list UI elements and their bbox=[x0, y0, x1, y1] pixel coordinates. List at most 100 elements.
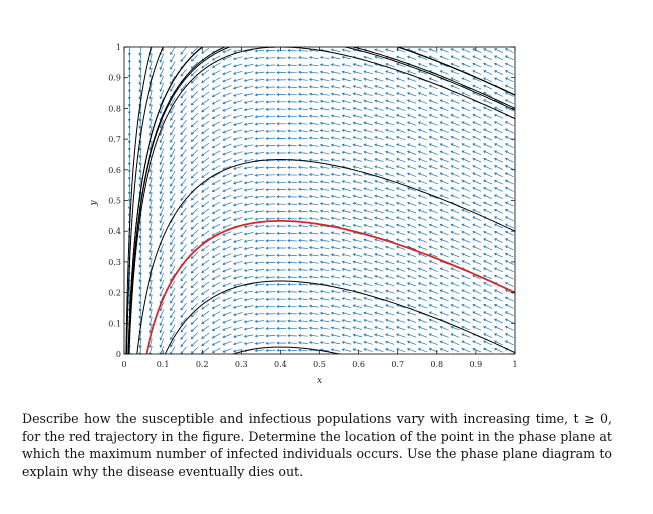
direction-arrow bbox=[254, 137, 265, 141]
direction-arrow bbox=[297, 107, 308, 111]
direction-arrow bbox=[472, 252, 482, 258]
direction-arrow bbox=[330, 319, 341, 323]
direction-arrow bbox=[211, 325, 221, 331]
direction-arrow bbox=[374, 340, 384, 345]
direction-arrow bbox=[385, 289, 395, 294]
direction-arrow bbox=[439, 187, 449, 192]
direction-arrow bbox=[265, 283, 276, 287]
direction-arrow bbox=[363, 99, 373, 104]
direction-arrow bbox=[243, 334, 254, 338]
direction-arrow bbox=[222, 202, 232, 207]
direction-arrow bbox=[450, 150, 460, 156]
direction-arrow bbox=[201, 245, 210, 251]
direction-arrow bbox=[319, 231, 330, 235]
direction-arrow bbox=[493, 333, 503, 338]
direction-arrow bbox=[493, 238, 503, 243]
direction-arrow bbox=[493, 187, 503, 192]
direction-arrow bbox=[233, 261, 243, 265]
red-trajectory bbox=[145, 219, 515, 354]
direction-arrow bbox=[363, 70, 373, 75]
direction-arrow bbox=[138, 119, 142, 129]
direction-arrow bbox=[461, 143, 471, 148]
direction-arrow bbox=[374, 267, 384, 272]
trajectory bbox=[128, 47, 515, 354]
direction-arrow bbox=[352, 128, 362, 133]
direction-arrow bbox=[341, 216, 352, 221]
direction-arrow bbox=[483, 223, 493, 229]
direction-arrow bbox=[170, 68, 176, 78]
direction-arrow bbox=[159, 170, 165, 180]
direction-arrow bbox=[159, 141, 165, 151]
direction-arrow bbox=[138, 228, 142, 239]
direction-arrow bbox=[406, 260, 417, 265]
direction-arrow bbox=[396, 136, 406, 141]
direction-arrow bbox=[254, 290, 265, 294]
direction-arrow bbox=[243, 276, 254, 280]
direction-arrow bbox=[265, 319, 276, 323]
direction-arrow bbox=[297, 209, 308, 213]
direction-arrow bbox=[428, 274, 438, 280]
direction-arrow bbox=[483, 128, 493, 134]
direction-arrow bbox=[149, 243, 153, 254]
direction-arrow bbox=[190, 127, 199, 135]
direction-arrow bbox=[483, 62, 493, 68]
direction-arrow bbox=[287, 195, 297, 199]
direction-arrow bbox=[493, 165, 503, 170]
direction-arrow bbox=[319, 260, 330, 264]
direction-arrow bbox=[461, 201, 471, 207]
direction-arrow bbox=[180, 98, 187, 106]
direction-arrow bbox=[201, 150, 210, 156]
trajectory bbox=[127, 47, 515, 354]
direction-arrow bbox=[417, 70, 428, 75]
direction-arrow bbox=[159, 90, 165, 100]
direction-arrow bbox=[341, 92, 352, 96]
direction-arrow bbox=[374, 333, 384, 338]
direction-arrow bbox=[265, 232, 276, 236]
direction-arrow bbox=[265, 78, 276, 82]
direction-arrow bbox=[190, 149, 199, 157]
direction-arrow bbox=[363, 340, 373, 345]
direction-arrow bbox=[170, 265, 176, 275]
direction-arrow bbox=[472, 135, 482, 141]
direction-arrow bbox=[265, 71, 276, 75]
direction-arrow bbox=[265, 195, 276, 199]
direction-arrow bbox=[363, 194, 373, 199]
direction-arrow bbox=[493, 70, 503, 75]
direction-arrow bbox=[265, 217, 276, 221]
direction-arrow bbox=[385, 63, 395, 68]
direction-arrow bbox=[243, 78, 254, 82]
direction-arrow bbox=[396, 84, 406, 90]
direction-arrow bbox=[287, 151, 297, 155]
direction-arrow bbox=[472, 296, 482, 302]
direction-arrow bbox=[243, 202, 254, 207]
direction-arrow bbox=[439, 245, 449, 251]
direction-arrow bbox=[254, 276, 265, 280]
direction-arrow bbox=[428, 165, 438, 170]
direction-arrow bbox=[483, 150, 493, 156]
direction-arrow bbox=[308, 246, 319, 250]
direction-arrow bbox=[417, 340, 428, 345]
direction-arrow bbox=[243, 297, 254, 302]
direction-arrow bbox=[243, 195, 254, 199]
direction-arrow bbox=[417, 231, 428, 236]
direction-arrow bbox=[170, 251, 176, 260]
direction-arrow bbox=[180, 68, 187, 77]
direction-arrow bbox=[504, 150, 514, 156]
direction-arrow bbox=[297, 319, 308, 323]
direction-arrow bbox=[385, 311, 395, 316]
direction-arrow bbox=[417, 62, 428, 68]
direction-arrow bbox=[211, 113, 221, 119]
direction-arrow bbox=[170, 83, 176, 92]
direction-arrow bbox=[450, 311, 460, 316]
direction-arrow bbox=[276, 334, 287, 338]
direction-arrow bbox=[330, 311, 341, 316]
direction-arrow bbox=[297, 326, 308, 330]
direction-arrow bbox=[450, 135, 460, 141]
direction-arrow bbox=[461, 347, 471, 353]
direction-arrow bbox=[363, 311, 373, 316]
direction-arrow bbox=[472, 172, 482, 178]
direction-arrow bbox=[254, 246, 265, 250]
direction-arrow bbox=[287, 282, 297, 286]
direction-arrow bbox=[374, 231, 384, 236]
direction-arrow bbox=[180, 47, 187, 55]
